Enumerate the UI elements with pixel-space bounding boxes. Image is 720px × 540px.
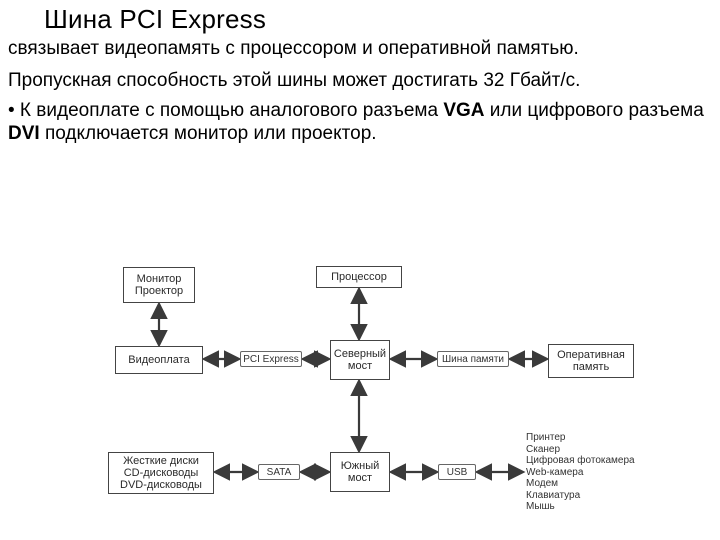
- paragraph-2-text: Пропускная способность этой шины может д…: [8, 70, 580, 91]
- paragraph-1-text: связывает видеопамять с процессором и оп…: [8, 38, 579, 59]
- node-southbridge: Южныймост: [330, 452, 390, 492]
- label-pcie: PCI Express: [240, 351, 302, 367]
- node-northbridge: Северныймост: [330, 340, 390, 380]
- paragraph-3a: • К видеоплате с помощью аналогового раз…: [8, 100, 443, 121]
- vga-bold: VGA: [443, 100, 484, 121]
- label-usb: USB: [438, 464, 476, 480]
- node-hdd: Жесткие дискиCD-дисководыDVD-дисководы: [108, 452, 214, 494]
- node-videocard: Видеоплата: [115, 346, 203, 374]
- label-sata: SATA: [258, 464, 300, 480]
- node-ram: Оперативнаяпамять: [548, 344, 634, 378]
- paragraph-3: • К видеоплате с помощью аналогового раз…: [0, 97, 720, 147]
- node-peripherals: ПринтерСканерЦифровая фотокамераWeb-каме…: [526, 432, 656, 513]
- node-monitor: МониторПроектор: [123, 267, 195, 303]
- paragraph-1: связывает видеопамять с процессором и оп…: [0, 35, 720, 61]
- paragraph-3c: или цифрового разъема: [485, 100, 704, 121]
- dvi-bold: DVI: [8, 123, 40, 144]
- paragraph-3e: подключается монитор или проектор.: [40, 123, 377, 144]
- paragraph-2: Пропускная способность этой шины может д…: [0, 67, 720, 93]
- node-processor: Процессор: [316, 266, 402, 288]
- label-membus: Шина памяти: [437, 351, 509, 367]
- page-title: Шина PCI Express: [0, 0, 720, 35]
